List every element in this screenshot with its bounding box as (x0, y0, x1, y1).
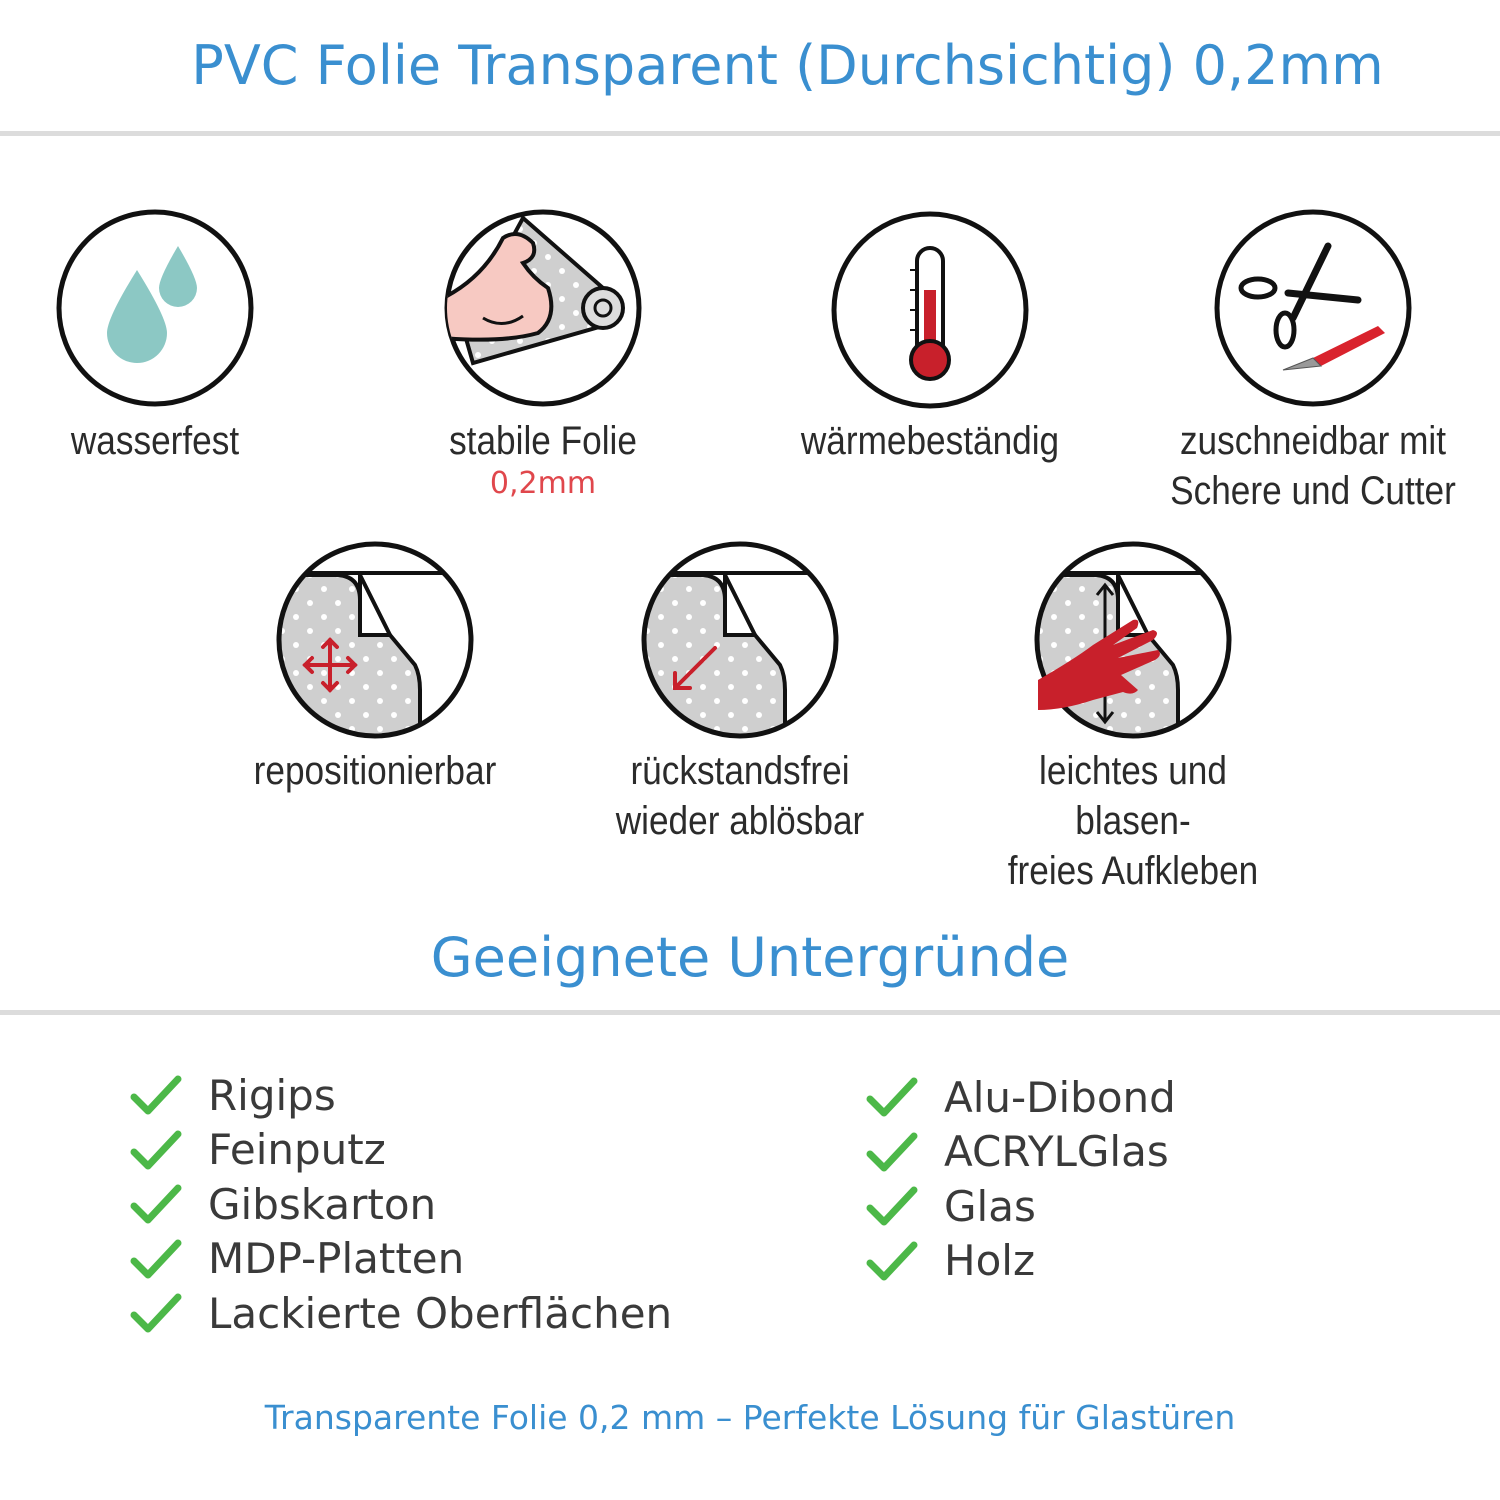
check-icon (130, 1291, 182, 1335)
list-item: Alu-Dibond (866, 1070, 1176, 1125)
feature-repositionierbar: repositionierbar (205, 540, 545, 796)
feature-label: wasserfest (70, 419, 240, 463)
thermometer-icon (831, 211, 1029, 409)
divider (0, 131, 1500, 136)
feature-label: repositionierbar (253, 749, 497, 793)
feature-label: leichtes und blasen- (1039, 749, 1227, 843)
list-item: Glas (866, 1179, 1176, 1234)
footer-text: Transparente Folie 0,2 mm – Perfekte Lös… (264, 1398, 1236, 1437)
feature-sublabel: 0,2mm (489, 466, 597, 501)
check-icon (866, 1239, 918, 1283)
feature-stabile-folie: stabile Folie 0,2mm (373, 208, 713, 502)
surfaces-list-right: Alu-Dibond ACRYLGlas Glas Holz (866, 1070, 1176, 1288)
surfaces-list-left: Rigips Feinputz Gibskarton MDP-Platten L… (130, 1068, 672, 1341)
feature-label-line2: Schere und Cutter (1170, 469, 1456, 513)
page-title: PVC Folie Transparent (Durchsichtig) 0,2… (191, 34, 1384, 97)
scissors-cutter-icon (1214, 209, 1412, 407)
water-drops-icon (56, 209, 254, 407)
feature-zuschneidbar: zuschneidbar mit Schere und Cutter (1143, 208, 1483, 516)
list-item: Rigips (130, 1068, 672, 1123)
list-item: MDP-Platten (130, 1232, 672, 1287)
feature-rueckstandsfrei: rückstandsfrei wieder ablösbar (570, 540, 910, 846)
feature-wasserfest: wasserfest (0, 208, 325, 466)
strong-arm-roll-icon (444, 209, 642, 407)
peel-off-icon (640, 540, 840, 740)
list-item: Gibskarton (130, 1177, 672, 1232)
feature-label-line2: freies Aufkleben (1007, 849, 1259, 893)
feature-label: wärmebeständig (800, 419, 1060, 463)
check-icon (130, 1128, 182, 1172)
feature-label: stabile Folie (449, 419, 637, 463)
check-icon (866, 1075, 918, 1119)
list-item: Feinputz (130, 1123, 672, 1178)
check-icon (866, 1184, 918, 1228)
feature-label: rückstandsfrei (630, 749, 850, 793)
section-title: Geeignete Untergründe (430, 926, 1070, 989)
check-icon (130, 1237, 182, 1281)
check-icon (866, 1130, 918, 1174)
hand-apply-icon (1033, 540, 1233, 740)
feature-label: zuschneidbar mit (1179, 419, 1447, 463)
list-item: ACRYLGlas (866, 1125, 1176, 1180)
list-item: Lackierte Oberflächen (130, 1286, 672, 1341)
feature-waermebestaendig: wärmebeständig (760, 210, 1100, 466)
check-icon (130, 1073, 182, 1117)
feature-aufkleben: leichtes und blasen- freies Aufkleben (963, 540, 1303, 896)
reposition-arrows-icon (275, 540, 475, 740)
list-item: Holz (866, 1234, 1176, 1289)
feature-label-line2: wieder ablösbar (615, 799, 865, 843)
divider (0, 1010, 1500, 1015)
check-icon (130, 1182, 182, 1226)
